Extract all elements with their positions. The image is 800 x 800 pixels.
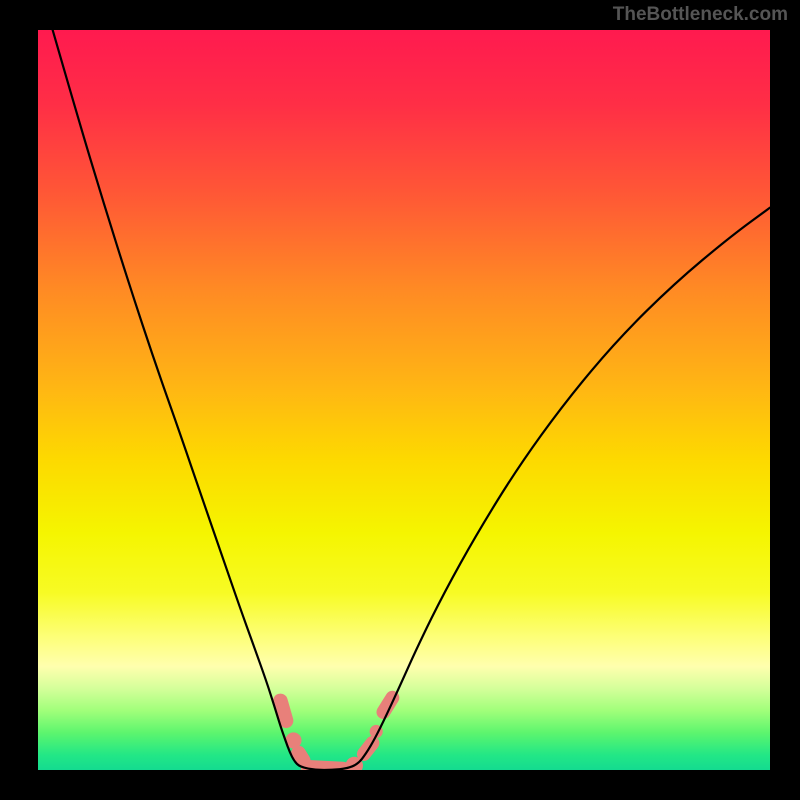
v-curve-line — [53, 30, 770, 770]
data-markers — [271, 688, 402, 770]
watermark-text: TheBottleneck.com — [613, 4, 788, 26]
chart-container: TheBottleneck.com — [0, 0, 800, 800]
curve-layer — [38, 30, 770, 770]
plot-area — [38, 30, 770, 770]
